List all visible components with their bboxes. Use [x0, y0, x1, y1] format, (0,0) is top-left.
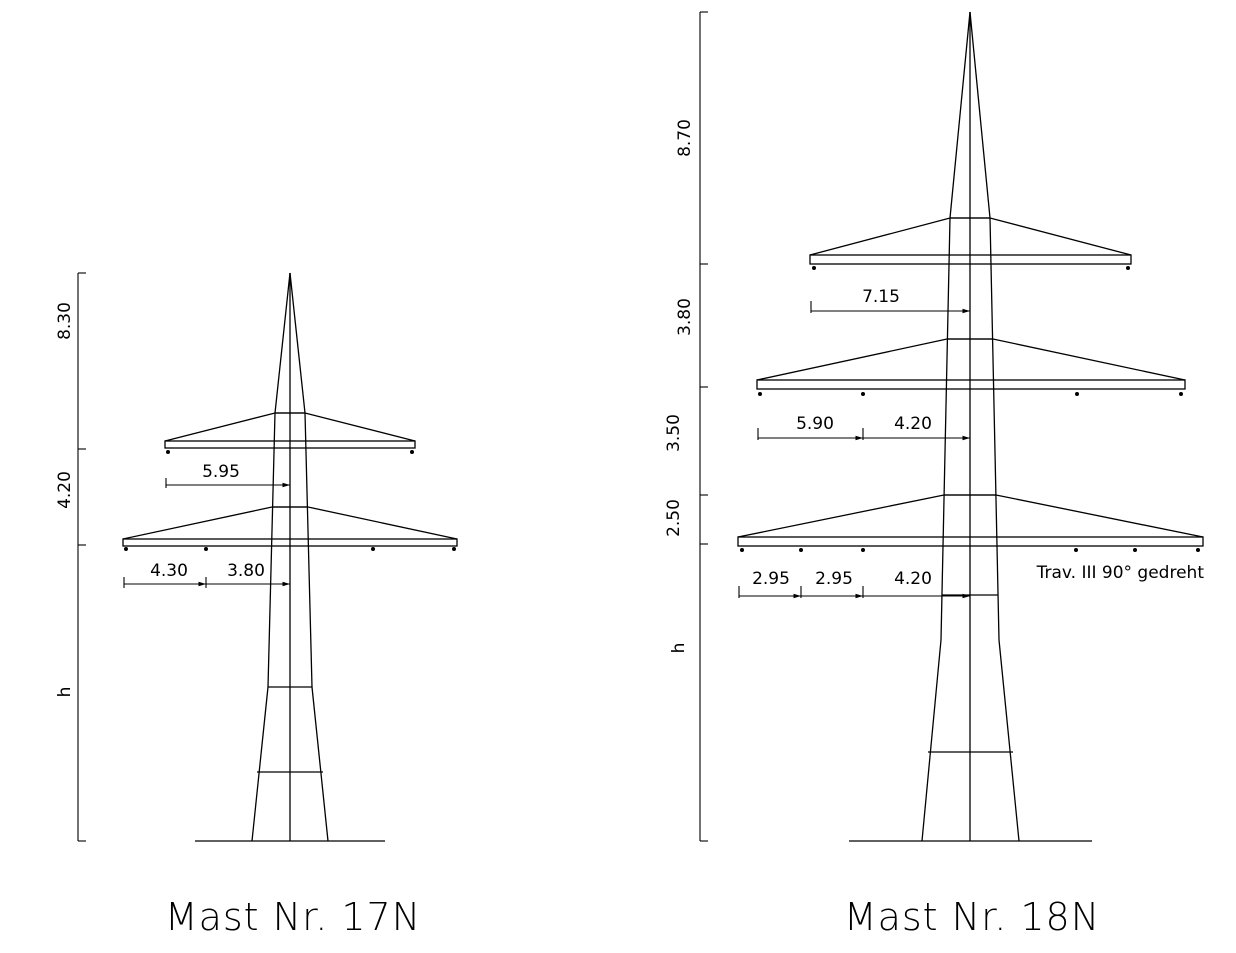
crossarm-18n-middle — [756, 338, 1186, 396]
height-dim-17n-middle: 4.20 — [55, 471, 75, 509]
mast-title-18n: Mast Nr. 18N — [844, 895, 1100, 939]
dim-18n-middle-1: 5.90 — [796, 414, 834, 434]
height-scale-18n: 8.70 3.80 3.50 2.50 h — [664, 11, 708, 842]
dims-17n-upper: 5.95 — [165, 462, 290, 488]
height-dim-18n-4: 2.50 — [664, 499, 684, 537]
height-dim-18n-1: 8.70 — [675, 119, 695, 157]
dims-18n-lower: 2.95 2.95 4.20 — [738, 569, 970, 599]
mast-title-17n: Mast Nr. 17N — [165, 895, 421, 939]
tower-body-18n — [849, 11, 1092, 842]
crossarm-18n-upper — [809, 217, 1132, 270]
dim-18n-upper-1: 7.15 — [862, 287, 900, 307]
height-scale-17n: 8.30 4.20 h — [55, 272, 86, 842]
crossarm-17n-upper — [164, 412, 416, 454]
dims-18n-upper: 7.15 — [810, 287, 970, 314]
dim-17n-lower-1: 4.30 — [150, 561, 188, 581]
note-18n-rotation: Trav. III 90° gedreht — [1036, 563, 1205, 583]
dim-18n-lower-2: 2.95 — [815, 569, 853, 589]
height-dim-18n-3: 3.50 — [664, 414, 684, 452]
height-dim-18n-h: h — [669, 643, 689, 654]
height-dim-17n-top: 8.30 — [55, 302, 75, 340]
mast-17n: 8.30 4.20 h — [55, 272, 458, 939]
crossarm-17n-lower — [122, 506, 458, 551]
crossarm-18n-lower — [737, 494, 1204, 552]
dim-18n-lower-3: 4.20 — [894, 569, 932, 589]
height-dim-17n-h: h — [55, 687, 75, 698]
dims-18n-middle: 5.90 4.20 — [757, 414, 970, 441]
dims-17n-lower: 4.30 3.80 — [123, 561, 290, 588]
dim-18n-middle-2: 4.20 — [894, 414, 932, 434]
dim-17n-upper-1: 5.95 — [202, 462, 240, 482]
dim-18n-lower-1: 2.95 — [752, 569, 790, 589]
tower-body-17n — [195, 272, 385, 842]
mast-18n: 8.70 3.80 3.50 2.50 h — [664, 11, 1205, 939]
height-dim-18n-2: 3.80 — [675, 298, 695, 336]
dim-17n-lower-2: 3.80 — [227, 561, 265, 581]
